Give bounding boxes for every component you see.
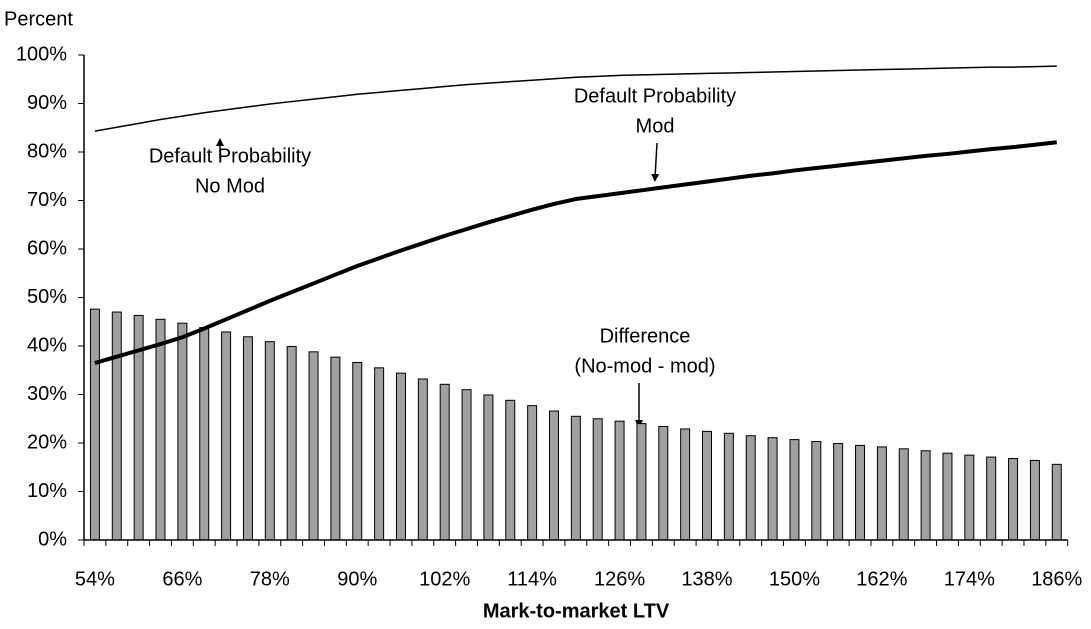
line xyxy=(94,140,1057,365)
bar xyxy=(570,415,581,541)
bar xyxy=(986,456,997,541)
bar xyxy=(242,336,253,541)
annotation: Mod xyxy=(636,115,675,137)
y-tick-label: 50% xyxy=(27,286,67,308)
bar xyxy=(767,437,778,541)
bar xyxy=(1008,458,1019,541)
bar xyxy=(199,327,210,541)
bar xyxy=(308,351,319,541)
bar xyxy=(177,322,188,541)
x-tick-label: 126% xyxy=(594,568,645,590)
annotation: No Mod xyxy=(195,175,265,197)
bar xyxy=(1051,463,1062,541)
x-tick-label: 90% xyxy=(337,568,377,590)
bar xyxy=(745,435,756,541)
bar xyxy=(505,399,516,541)
y-tick-label: 40% xyxy=(27,334,67,356)
y-tick-label: 0% xyxy=(38,528,67,550)
annotation: Difference xyxy=(600,325,691,347)
bar xyxy=(592,418,603,541)
y-tick-label: 80% xyxy=(27,140,67,162)
bar xyxy=(876,446,887,541)
bar xyxy=(680,428,691,541)
bar xyxy=(614,420,625,541)
bar xyxy=(636,423,647,541)
y-tick-label: 30% xyxy=(27,383,67,405)
y-tick-label: 100% xyxy=(16,43,67,65)
bar xyxy=(89,308,100,541)
bar xyxy=(417,378,428,541)
bar xyxy=(723,432,734,541)
x-tick-label: 150% xyxy=(769,568,820,590)
bar xyxy=(1029,459,1040,541)
annotation: (No-mod - mod) xyxy=(574,355,715,377)
bar xyxy=(964,454,975,541)
bar xyxy=(527,405,538,541)
bar xyxy=(461,389,472,541)
x-tick-label: 162% xyxy=(856,568,907,590)
y-tick-label: 10% xyxy=(27,480,67,502)
y-tick-label: 20% xyxy=(27,431,67,453)
x-tick-label: 114% xyxy=(507,568,557,590)
y-axis-label: Percent xyxy=(4,8,73,30)
bar xyxy=(111,311,122,541)
y-tick-label: 90% xyxy=(27,92,67,114)
x-tick-label: 54% xyxy=(75,568,115,590)
bar xyxy=(352,361,363,541)
bar xyxy=(920,450,931,541)
bar xyxy=(898,448,909,541)
arrow xyxy=(651,142,660,182)
x-tick-label: 186% xyxy=(1031,568,1082,590)
line xyxy=(94,65,1057,132)
bar xyxy=(833,442,844,541)
bar xyxy=(789,439,800,541)
y-tick-label: 60% xyxy=(27,237,67,259)
x-tick-label: 174% xyxy=(944,568,995,590)
x-tick-label: 66% xyxy=(162,568,202,590)
bar xyxy=(855,444,866,541)
bar xyxy=(221,331,232,541)
bar xyxy=(374,367,385,541)
arrows xyxy=(216,138,660,428)
bar xyxy=(264,341,275,541)
bar xyxy=(439,383,450,541)
y-tick-label: 70% xyxy=(27,189,67,211)
bar xyxy=(155,318,166,541)
bar xyxy=(330,356,341,541)
bar xyxy=(702,430,713,541)
bar xyxy=(811,441,822,541)
x-tick-label: 78% xyxy=(250,568,290,590)
bar xyxy=(942,452,953,541)
bar xyxy=(395,372,406,541)
bar xyxy=(483,394,494,541)
bar xyxy=(548,410,559,541)
x-tick-label: 138% xyxy=(681,568,732,590)
annotation: Default Probability xyxy=(149,145,311,167)
bar xyxy=(658,426,669,541)
x-tick-label: 102% xyxy=(419,568,470,590)
x-axis-label: Mark-to-market LTV xyxy=(483,600,670,622)
bar xyxy=(286,345,297,541)
annotation: Default Probability xyxy=(574,85,736,107)
